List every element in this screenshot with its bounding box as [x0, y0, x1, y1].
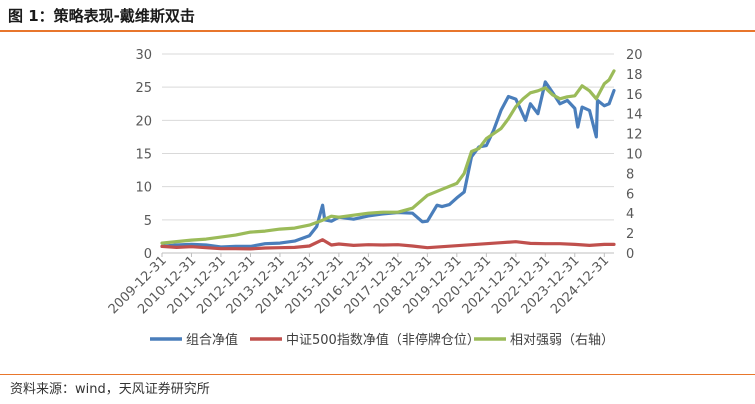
y-right-tick-label: 16 — [626, 88, 643, 103]
legend-label: 组合净值 — [186, 332, 238, 348]
source-rule — [0, 374, 755, 375]
y-left-tick-label: 10 — [135, 181, 152, 196]
y-left-tick-label: 15 — [135, 148, 152, 163]
series-line-1 — [160, 80, 616, 249]
series-line-2 — [160, 238, 616, 251]
legend-label: 中证500指数净值（非停牌仓位） — [286, 332, 480, 348]
y-axis-right: 0 2 4 6 8 10 12 14 16 18 20 — [626, 48, 643, 262]
y-left-tick-label: 20 — [135, 114, 152, 129]
y-right-tick-label: 14 — [626, 108, 643, 123]
legend-label: 相对强弱（右轴） — [510, 333, 614, 348]
source-note: 资料来源：wind，天风证券研究所 — [10, 382, 210, 397]
y-right-tick-label: 18 — [626, 68, 643, 83]
y-right-tick-label: 4 — [626, 207, 634, 222]
series-line-3 — [160, 69, 616, 245]
y-right-tick-label: 2 — [626, 227, 634, 242]
gridlines — [162, 53, 614, 254]
legend: 组合净值 中证500指数净值（非停牌仓位） 相对强弱（右轴） — [150, 332, 614, 348]
chart: 2009-12-312010-12-312011-12-312012-12-31… — [106, 48, 643, 348]
y-right-tick-label: 8 — [626, 167, 634, 182]
y-right-tick-label: 10 — [626, 148, 643, 163]
y-left-tick-label: 25 — [135, 81, 152, 96]
series-lines — [160, 69, 616, 251]
y-right-tick-label: 12 — [626, 128, 643, 143]
y-left-tick-label: 5 — [144, 214, 152, 229]
title-rule — [0, 30, 755, 32]
y-left-tick-label: 0 — [144, 247, 152, 262]
y-left-tick-label: 30 — [135, 48, 152, 63]
y-axis-left: 0 5 10 15 20 25 30 — [135, 48, 152, 262]
y-right-tick-label: 6 — [626, 187, 634, 202]
figure-title: 图 1：策略表现-戴维斯双击 — [8, 7, 195, 25]
x-axis: 2009-12-312010-12-312011-12-312012-12-31… — [106, 253, 612, 317]
y-right-tick-label: 0 — [626, 247, 634, 262]
y-right-tick-label: 20 — [626, 48, 643, 63]
